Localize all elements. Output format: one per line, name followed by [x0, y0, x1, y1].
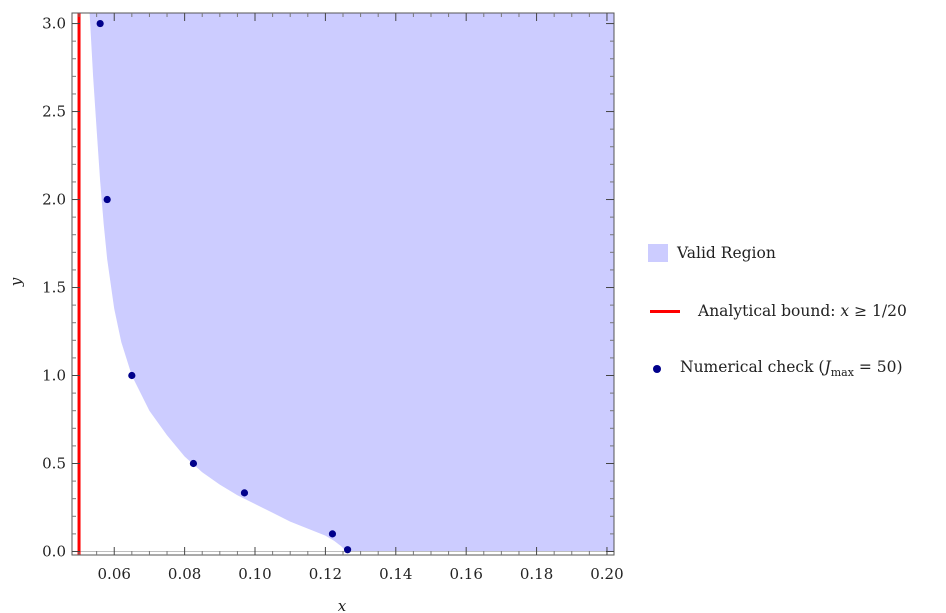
y-tick-label: 2.5 — [42, 103, 66, 121]
numerical-check-point-5 — [240, 489, 249, 497]
x-tick-label: 0.12 — [309, 565, 342, 583]
y-tick-label: 1.0 — [42, 367, 66, 385]
x-tick-label: 0.14 — [379, 565, 412, 583]
x-tick-label: 0.10 — [238, 565, 271, 583]
legend-swatch-line — [650, 309, 680, 313]
legend-check-prefix: Numerical check ( — [680, 358, 825, 377]
x-tick-label: 0.06 — [98, 565, 131, 583]
legend-bound-prefix: Analytical bound: — [698, 302, 841, 320]
legend-label-region: Valid Region — [677, 244, 776, 262]
y-tick-label: 1.5 — [42, 279, 66, 297]
numerical-check-point-7 — [343, 546, 352, 554]
x-tick-label: 0.16 — [449, 565, 482, 583]
legend-item-analytical-bound: Analytical bound: x ≥ 1/20 — [648, 296, 944, 326]
y-axis-label: y — [7, 277, 25, 287]
numerical-check-point-3 — [128, 371, 136, 380]
axes-ticks: 0.06 0.08 0.10 0.12 0.14 0.16 0.18 0.20 0.0 0.5 1.… — [42, 13, 624, 583]
y-tick-label: 3.0 — [42, 15, 66, 33]
x-tick-label: 0.20 — [590, 565, 623, 583]
y-tick-label: 0.5 — [42, 454, 66, 472]
plot-area — [72, 13, 614, 555]
legend-label-check: Numerical check (Jmax = 50) — [680, 358, 903, 379]
valid-region-area — [89, 13, 614, 552]
legend-check-variable: J — [824, 358, 831, 377]
legend-label-bound: Analytical bound: x ≥ 1/20 — [698, 302, 907, 320]
legend: Valid Region Analytical bound: x ≥ 1/20 … — [648, 238, 944, 412]
legend-bound-variable: x — [840, 302, 850, 320]
legend-bound-relation: ≥ 1/20 — [849, 302, 907, 320]
x-axis-label: x — [338, 597, 347, 613]
numerical-check-point-2 — [103, 195, 111, 204]
numerical-check-point-6 — [328, 530, 337, 538]
legend-check-subscript: max — [830, 366, 854, 380]
x-tick-label: 0.18 — [520, 565, 553, 583]
y-tick-label: 0.0 — [42, 542, 66, 560]
x-tick-label: 0.08 — [168, 565, 201, 583]
legend-item-valid-region: Valid Region — [648, 238, 944, 268]
legend-item-numerical-check: Numerical check (Jmax = 50) — [648, 354, 944, 384]
numerical-check-point-1 — [96, 19, 104, 28]
y-tick-label: 2.0 — [42, 191, 66, 209]
legend-check-relation: = 50) — [853, 358, 903, 377]
numerical-check-point-4 — [189, 459, 198, 468]
legend-swatch-dot — [648, 365, 666, 373]
legend-swatch-region — [648, 244, 668, 262]
